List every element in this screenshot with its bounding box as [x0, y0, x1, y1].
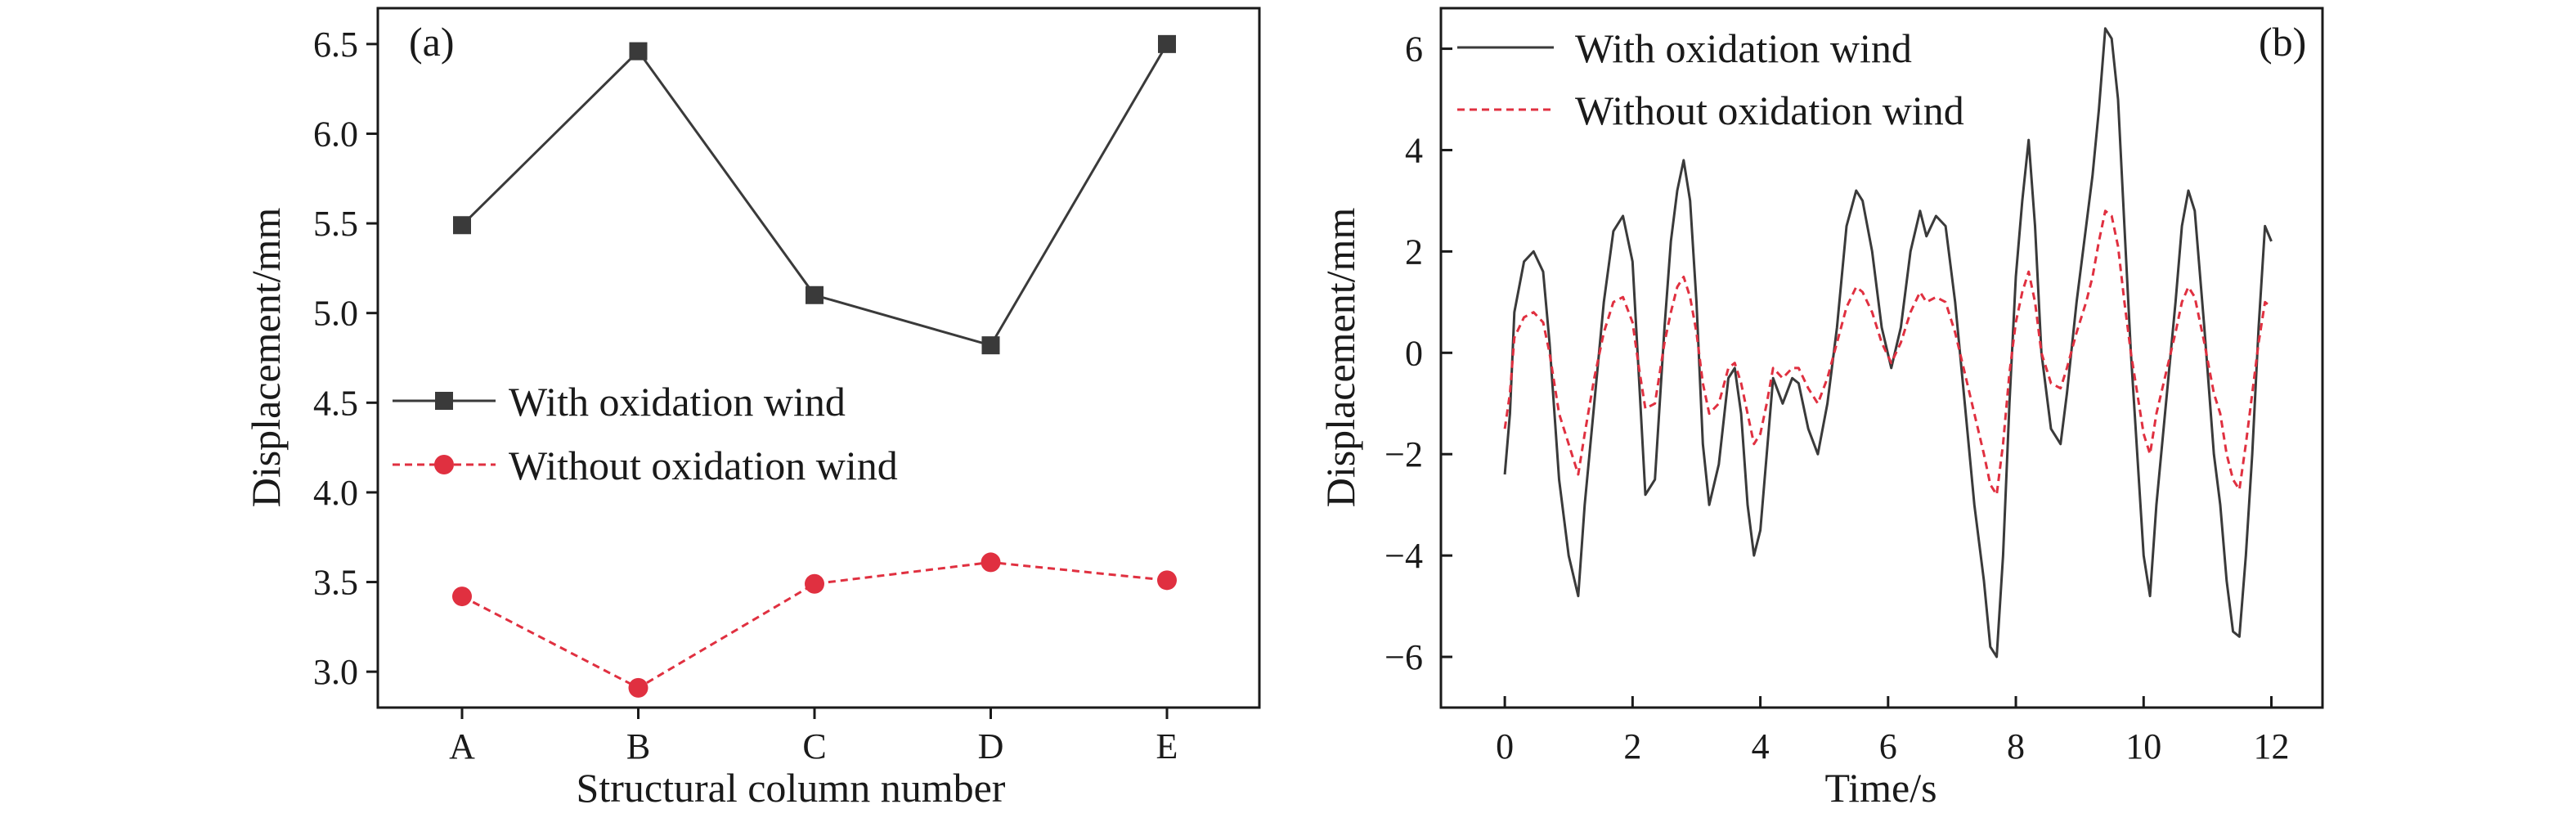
x-tick-label: B: [626, 726, 650, 766]
legend-label-with-wind: With oxidation wind: [1575, 25, 1912, 71]
panel-b-legend: With oxidation wind Without oxidation wi…: [1457, 25, 1964, 133]
panel-a-y-axis-title: Displacement/mm: [243, 208, 289, 508]
data-point-circle: [1157, 570, 1177, 591]
panel-b-x-axis-title: Time/s: [1824, 765, 1936, 811]
legend-label-with-wind: With oxidation wind: [509, 379, 846, 425]
panel-a-chart: A B C D E 3.0 3.5 4.0 4.5 5.0 5.5 6.0 6.5 (a) Struc…: [243, 7, 1261, 811]
panel-b-label: (b): [2259, 19, 2306, 65]
x-tick-label: 10: [2125, 726, 2161, 766]
panel-b-plot-frame: [1439, 7, 2324, 709]
y-tick-label: −6: [1384, 637, 1423, 677]
y-tick-label: −2: [1384, 434, 1423, 474]
y-tick-label: 0: [1405, 333, 1423, 373]
y-tick-label: −4: [1384, 536, 1423, 576]
x-tick-label: 6: [1879, 726, 1897, 766]
x-tick-label: 8: [2007, 726, 2025, 766]
series-line-without-wind: [1503, 209, 2273, 497]
data-point-square: [806, 285, 824, 304]
x-tick-label: 12: [2254, 726, 2290, 766]
series-line-with-wind: [1503, 27, 2273, 658]
y-tick-label: 3.5: [313, 563, 358, 603]
y-tick-label: 4.5: [313, 383, 358, 423]
legend-circle-marker: [434, 455, 454, 474]
y-tick-label: 5.5: [313, 204, 358, 244]
x-tick-label: E: [1156, 726, 1178, 766]
data-point-circle: [805, 573, 824, 594]
panel-b-y-axis-title: Displacement/mm: [1317, 208, 1363, 508]
y-tick-label: 3.0: [313, 652, 358, 692]
y-tick-label: 6.0: [313, 114, 358, 154]
y-tick-label: 6.5: [313, 25, 358, 65]
data-point-circle: [981, 552, 1001, 573]
panel-a-x-axis-title: Structural column number: [577, 765, 1006, 811]
data-point-square: [629, 42, 648, 61]
y-tick-label: 4: [1405, 130, 1423, 170]
data-point-square: [1158, 34, 1176, 53]
series-line-without-wind: [461, 560, 1168, 690]
x-tick-label: 4: [1752, 726, 1770, 766]
x-tick-label: 0: [1496, 726, 1514, 766]
legend-label-without-wind: Without oxidation wind: [1575, 88, 1964, 133]
y-tick-label: 2: [1405, 231, 1423, 272]
y-tick-label: 6: [1405, 29, 1423, 70]
y-tick-label: 5.0: [313, 294, 358, 334]
panel-b-chart: 0 2 4 6 8 10 12 −6 −4 −2 0 2 4 6 (b) Time/s Displace…: [1317, 7, 2324, 811]
panel-a-label: (a): [409, 19, 455, 65]
data-point-square: [453, 216, 471, 235]
data-point-square: [981, 336, 1000, 355]
data-point-circle: [452, 587, 472, 607]
y-tick-label: 4.0: [313, 473, 358, 513]
panel-a-legend: With oxidation wind Without oxidation wi…: [393, 379, 898, 488]
x-tick-label: C: [802, 726, 826, 766]
panel-a-plot-frame: [376, 7, 1261, 709]
x-tick-label: 2: [1623, 726, 1641, 766]
legend-square-marker: [435, 392, 453, 410]
data-point-circle: [628, 677, 648, 698]
x-tick-label: A: [449, 726, 475, 766]
legend-label-without-wind: Without oxidation wind: [509, 443, 898, 488]
x-tick-label: D: [978, 726, 1004, 766]
